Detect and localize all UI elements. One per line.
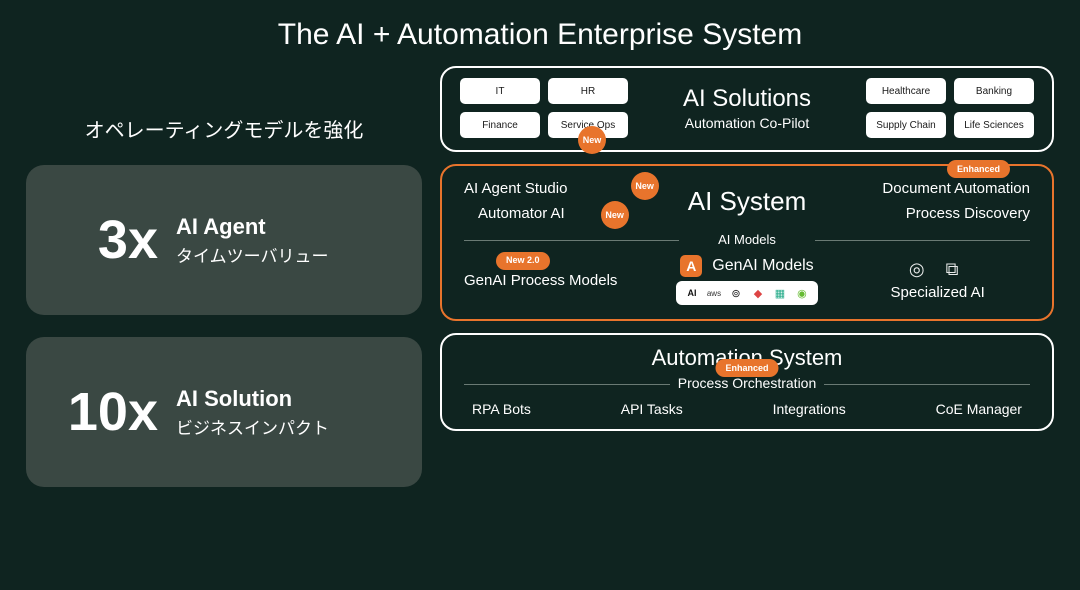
vendor-icon: aws: [706, 285, 722, 301]
pill-life-sciences: Life Sciences: [954, 112, 1034, 138]
item-label: Process Discovery: [906, 205, 1030, 222]
enhanced-badge: Enhanced: [947, 160, 1010, 178]
automation-items: RPA Bots API Tasks Integrations CoE Mana…: [464, 401, 1030, 417]
genai-models-label: GenAI Models: [712, 257, 813, 275]
metric-card-ai-agent: 3x AI Agent タイムツーバリュー: [26, 165, 422, 315]
automation-item-rpa: RPA Bots: [472, 401, 531, 417]
right-column: IT HR Finance Service Ops New AI Solutio…: [440, 66, 1054, 509]
metric-label-jp: ビジネスインパクト: [176, 414, 329, 439]
item-label: Automator AI: [478, 205, 565, 222]
panel-automation-system: Automation System Enhanced Process Orche…: [440, 333, 1054, 431]
solutions-subtitle: Automation Co-Pilot: [638, 115, 856, 131]
metric-number: 10x: [48, 381, 158, 443]
item-label: AI Agent Studio: [464, 180, 567, 197]
vendor-icon: ◆: [750, 285, 766, 301]
pill-it: IT: [460, 78, 540, 104]
pill-hr: HR: [548, 78, 628, 104]
pill-finance: Finance: [460, 112, 540, 138]
vendor-icon: AI: [684, 285, 700, 301]
item-document-automation: Enhanced Document Automation: [882, 180, 1030, 197]
metric-label-en: AI Agent: [176, 214, 329, 240]
item-process-discovery: Process Discovery: [906, 205, 1030, 222]
automation-item-integrations: Integrations: [773, 401, 846, 417]
new-badge: New: [578, 126, 606, 154]
brand-a-icon: A: [680, 255, 702, 277]
new20-badge: New 2.0: [496, 252, 550, 270]
gpm-label: GenAI Process Models: [464, 272, 649, 289]
specialized-ai-label: Specialized AI: [845, 284, 1030, 301]
pill-banking: Banking: [954, 78, 1034, 104]
left-heading: オペレーティングモデルを強化: [26, 114, 422, 143]
genai-models: A GenAI Models AI aws ⊚ ◆ ▦ ◉: [655, 255, 840, 305]
orchestration-label: Process Orchestration: [678, 375, 817, 391]
specialized-ai-icons: ◎ ⧉: [845, 259, 1030, 280]
vendor-icon: ◉: [794, 285, 810, 301]
metric-number: 3x: [48, 209, 158, 271]
ai-system-center: AI System: [653, 186, 842, 217]
pill-healthcare: Healthcare: [866, 78, 946, 104]
genai-process-models: New 2.0 GenAI Process Models: [464, 272, 649, 289]
automation-item-api: API Tasks: [621, 401, 683, 417]
panel-ai-system: AI Agent Studio New Automator AI New AI …: [440, 164, 1054, 321]
solutions-center: AI Solutions Automation Co-Pilot: [638, 85, 856, 131]
item-automator-ai: Automator AI New: [464, 205, 653, 222]
solutions-right-pills: Healthcare Banking Supply Chain Life Sci…: [866, 78, 1034, 138]
ai-models-divider: AI Models: [464, 232, 1030, 247]
specialized-ai: ◎ ⧉ Specialized AI: [845, 259, 1030, 301]
solutions-left-pills: IT HR Finance Service Ops New: [460, 78, 628, 138]
new-badge: New: [601, 201, 629, 229]
pill-supply-chain: Supply Chain: [866, 112, 946, 138]
metric-card-ai-solution: 10x AI Solution ビジネスインパクト: [26, 337, 422, 487]
ai-system-right-items: Enhanced Document Automation Process Dis…: [841, 180, 1030, 222]
vendor-icon: ▦: [772, 285, 788, 301]
metric-label-en: AI Solution: [176, 386, 329, 412]
item-ai-agent-studio: AI Agent Studio New: [464, 180, 653, 197]
new-badge: New: [631, 172, 659, 200]
ai-system-title: AI System: [653, 186, 842, 217]
vendor-strip: AI aws ⊚ ◆ ▦ ◉: [676, 281, 818, 305]
main-layout: オペレーティングモデルを強化 3x AI Agent タイムツーバリュー 10x…: [0, 66, 1080, 509]
automation-item-coe: CoE Manager: [936, 401, 1022, 417]
left-column: オペレーティングモデルを強化 3x AI Agent タイムツーバリュー 10x…: [26, 66, 422, 509]
solutions-title: AI Solutions: [638, 85, 856, 113]
panel-ai-solutions: IT HR Finance Service Ops New AI Solutio…: [440, 66, 1054, 152]
page-title: The AI + Automation Enterprise System: [0, 0, 1080, 66]
metric-label-jp: タイムツーバリュー: [176, 242, 329, 267]
vendor-icon: ⊚: [728, 285, 744, 301]
item-label: Document Automation: [882, 180, 1030, 197]
ai-system-left-items: AI Agent Studio New Automator AI New: [464, 180, 653, 222]
